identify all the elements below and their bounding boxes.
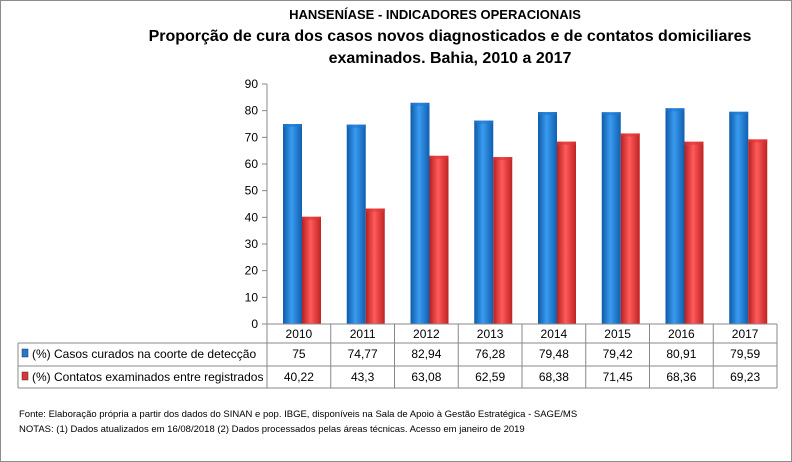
data-label: 79,59 bbox=[730, 347, 760, 361]
bar-top-cap bbox=[557, 141, 576, 145]
y-tick-label: 80 bbox=[245, 104, 259, 118]
blue-bar-2011 bbox=[346, 124, 366, 324]
red-bar-2013 bbox=[493, 157, 513, 324]
bar-top-cap bbox=[474, 120, 494, 124]
data-label: 62,59 bbox=[475, 370, 505, 384]
red-bar-2010 bbox=[302, 216, 321, 324]
legend-series-name: (%) Contatos examinados entre registrado… bbox=[32, 370, 263, 384]
bar-top-cap bbox=[601, 112, 621, 116]
data-label: 79,42 bbox=[603, 347, 633, 361]
y-tick-label: 70 bbox=[245, 130, 259, 144]
bar-top-cap bbox=[410, 102, 430, 106]
data-label: 63,08 bbox=[411, 370, 441, 384]
bar-top-cap bbox=[302, 216, 321, 220]
legend-key-red bbox=[21, 371, 29, 381]
y-tick-label: 40 bbox=[245, 210, 259, 224]
x-category-label: 2013 bbox=[477, 327, 504, 341]
red-bar-2011 bbox=[365, 208, 385, 324]
x-category-label: 2010 bbox=[286, 327, 313, 341]
bar-top-cap bbox=[493, 157, 513, 161]
x-category-label: 2017 bbox=[732, 327, 759, 341]
chart-subtitle-line-2: examinados. Bahia, 2010 a 2017 bbox=[329, 50, 572, 67]
data-label: 68,36 bbox=[666, 370, 696, 384]
bar-top-cap bbox=[538, 112, 557, 116]
blue-bar-2010 bbox=[283, 124, 302, 324]
data-label: 43,3 bbox=[351, 370, 375, 384]
data-label: 69,23 bbox=[730, 370, 760, 384]
blue-bar-2012 bbox=[410, 102, 430, 325]
chart-title: HANSENÍASE - INDICADORES OPERACIONAIS bbox=[289, 7, 581, 22]
y-tick-label: 30 bbox=[245, 237, 259, 251]
y-tick-label: 90 bbox=[245, 77, 259, 91]
x-category-label: 2011 bbox=[350, 327, 376, 341]
blue-bar-2016 bbox=[665, 108, 685, 325]
x-category-label: 2012 bbox=[413, 327, 440, 341]
data-label: 80,91 bbox=[666, 347, 696, 361]
bar-top-cap bbox=[283, 124, 302, 127]
y-tick-label: 60 bbox=[245, 157, 259, 171]
bar-top-cap bbox=[429, 155, 449, 159]
x-category-label: 2015 bbox=[604, 327, 631, 341]
data-label: 76,28 bbox=[475, 347, 505, 361]
data-label: 68,38 bbox=[539, 370, 569, 384]
data-label: 74,77 bbox=[348, 347, 378, 361]
bar-top-cap bbox=[365, 208, 385, 212]
blue-bar-2014 bbox=[538, 112, 557, 324]
red-bar-2016 bbox=[684, 141, 704, 324]
blue-bar-2017 bbox=[729, 111, 749, 324]
legend-key-blue bbox=[21, 348, 29, 358]
chart-subtitle-line-1: Proporção de cura dos casos novos diagno… bbox=[149, 28, 752, 45]
data-label: 79,48 bbox=[539, 347, 569, 361]
bar-top-cap bbox=[729, 111, 749, 115]
footer-source: Fonte: Elaboração própria a partir dos d… bbox=[19, 409, 577, 420]
bar-top-cap bbox=[684, 141, 704, 145]
blue-bar-2015 bbox=[601, 112, 621, 324]
blue-bar-2013 bbox=[474, 120, 494, 324]
y-tick-label: 20 bbox=[245, 264, 259, 278]
data-label: 82,94 bbox=[411, 347, 441, 361]
red-bar-2012 bbox=[429, 155, 449, 324]
red-bar-2014 bbox=[557, 141, 576, 324]
red-bar-2015 bbox=[620, 133, 640, 324]
y-tick-label: 10 bbox=[245, 290, 259, 304]
bar-top-cap bbox=[346, 124, 366, 128]
bar-top-cap bbox=[620, 133, 640, 137]
bar-top-cap bbox=[665, 108, 685, 112]
data-label: 75 bbox=[292, 347, 306, 361]
data-label: 40,22 bbox=[284, 370, 314, 384]
legend-series-name: (%) Casos curados na coorte de detecção bbox=[32, 347, 256, 361]
y-tick-label: 0 bbox=[251, 317, 258, 331]
red-bar-2017 bbox=[748, 139, 768, 324]
x-category-label: 2016 bbox=[668, 327, 695, 341]
y-tick-label: 50 bbox=[245, 184, 259, 198]
bar-top-cap bbox=[748, 139, 768, 143]
footer-notes: NOTAS: (1) Dados atualizados em 16/08/20… bbox=[19, 424, 525, 435]
x-category-label: 2014 bbox=[541, 327, 568, 341]
data-label: 71,45 bbox=[603, 370, 633, 384]
